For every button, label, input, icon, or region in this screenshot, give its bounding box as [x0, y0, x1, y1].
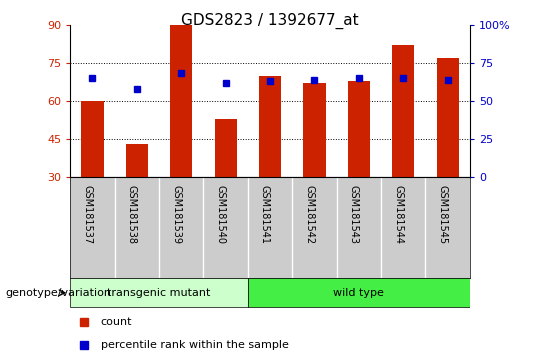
Bar	[303, 83, 326, 177]
Text: GSM181545: GSM181545	[437, 185, 448, 244]
Bar	[170, 25, 192, 177]
Bar	[436, 58, 458, 177]
Bar	[82, 101, 104, 177]
Text: GSM181541: GSM181541	[260, 185, 270, 244]
Text: GSM181544: GSM181544	[393, 185, 403, 244]
Bar	[348, 81, 370, 177]
Bar	[214, 119, 237, 177]
Text: percentile rank within the sample: percentile rank within the sample	[101, 340, 288, 350]
Bar	[259, 75, 281, 177]
Text: transgenic mutant: transgenic mutant	[107, 288, 211, 298]
Text: count: count	[101, 317, 132, 327]
Bar	[126, 144, 148, 177]
Text: GSM181537: GSM181537	[83, 185, 92, 244]
Text: wild type: wild type	[333, 288, 384, 298]
Text: GSM181543: GSM181543	[349, 185, 359, 244]
Text: GDS2823 / 1392677_at: GDS2823 / 1392677_at	[181, 12, 359, 29]
Text: genotype/variation: genotype/variation	[5, 288, 111, 298]
Text: GSM181542: GSM181542	[305, 185, 314, 244]
Text: GSM181540: GSM181540	[215, 185, 226, 244]
Bar	[70, 279, 248, 307]
Bar	[248, 279, 470, 307]
Text: GSM181538: GSM181538	[127, 185, 137, 244]
Bar	[392, 45, 414, 177]
Text: GSM181539: GSM181539	[171, 185, 181, 244]
